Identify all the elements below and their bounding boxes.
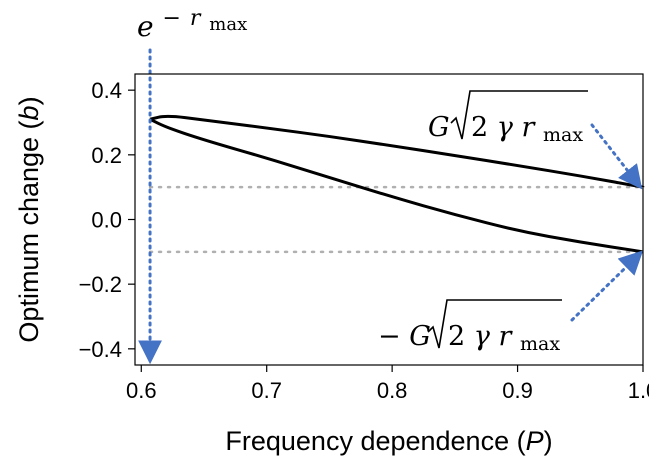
x-tick-label: 0.8: [377, 378, 408, 403]
lower-arrow: [570, 250, 644, 322]
lower-formula-label: − G 2 γ r max: [378, 299, 562, 355]
y-tick-label: 0.0: [91, 208, 122, 233]
x-tick-label: 0.9: [502, 378, 533, 403]
svg-text:G: G: [428, 112, 450, 143]
upper-radical-sign: [450, 90, 588, 140]
x-tick-label: 1.0: [628, 378, 649, 403]
upper-formula-label: G 2 γ r max: [428, 90, 588, 146]
y-axis-title: Optimum change (b): [14, 96, 44, 342]
y-axis-ticks: −0.4 −0.2 0.0 0.2 0.4: [79, 78, 135, 362]
lower-radical-sign: [427, 299, 562, 349]
series-curve: [149, 117, 644, 254]
svg-text:− G: − G: [378, 321, 431, 352]
series-curve: [149, 114, 644, 189]
x-tick-label: 0.6: [126, 378, 157, 403]
x-axis-ticks: 0.6 0.7 0.8 0.9 1.0: [126, 365, 649, 403]
svg-text:2 γ r max: 2 γ r max: [471, 112, 583, 146]
data-curves: [149, 114, 644, 254]
y-tick-label: −0.4: [79, 337, 122, 362]
y-tick-label: 0.2: [91, 143, 122, 168]
x-tick-label: 0.7: [251, 378, 282, 403]
top-formula-label: e − r max: [137, 0, 247, 43]
x-axis-title: Frequency dependence (P): [225, 426, 552, 456]
upper-arrow: [590, 123, 643, 190]
y-tick-label: 0.4: [91, 78, 122, 103]
reference-lines: [148, 185, 645, 254]
svg-text:2 γ r max: 2 γ r max: [448, 321, 560, 355]
y-tick-label: −0.2: [79, 272, 122, 297]
